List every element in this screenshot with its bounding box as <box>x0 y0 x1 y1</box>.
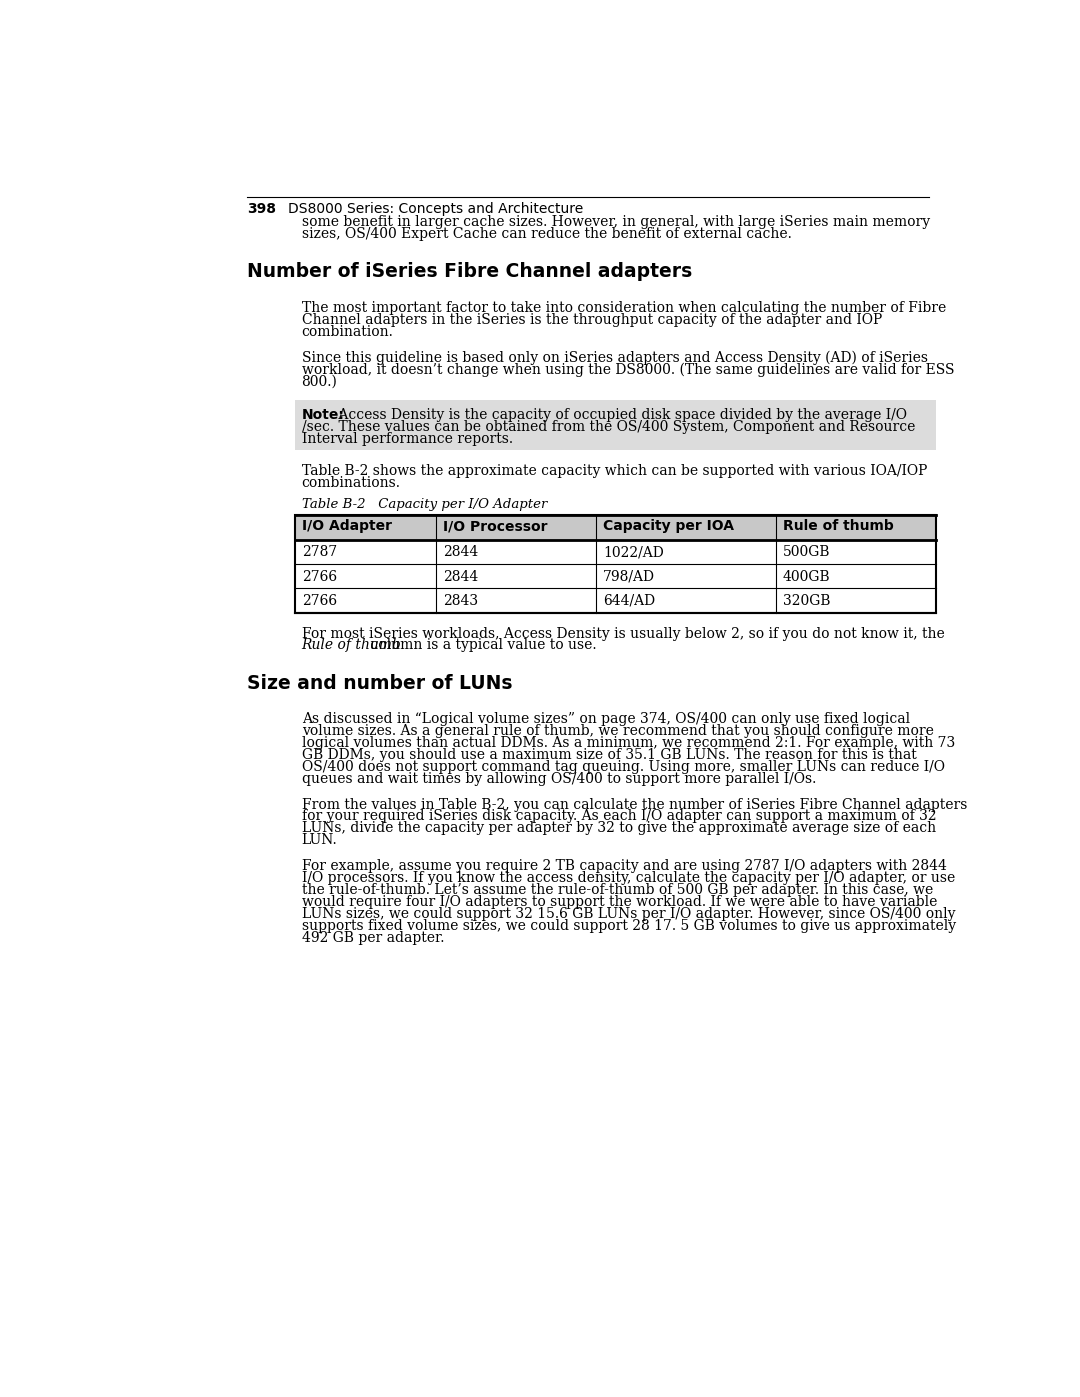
Text: From the values in Table B-2, you can calculate the number of iSeries Fibre Chan: From the values in Table B-2, you can ca… <box>301 798 967 812</box>
Text: Interval performance reports.: Interval performance reports. <box>301 432 513 446</box>
Text: Rule of thumb: Rule of thumb <box>301 638 402 652</box>
Text: 800.): 800.) <box>301 374 337 388</box>
Text: I/O Adapter: I/O Adapter <box>302 520 392 534</box>
Text: 1022/AD: 1022/AD <box>604 545 664 559</box>
Text: As discussed in “Logical volume sizes” on page 374, OS/400 can only use fixed lo: As discussed in “Logical volume sizes” o… <box>301 712 909 726</box>
Text: For example, assume you require 2 TB capacity and are using 2787 I/O adapters wi: For example, assume you require 2 TB cap… <box>301 859 946 873</box>
Text: 492 GB per adapter.: 492 GB per adapter. <box>301 930 444 944</box>
Text: 500GB: 500GB <box>783 545 831 559</box>
Text: LUNs sizes, we could support 32 15.6 GB LUNs per I/O adapter. However, since OS/: LUNs sizes, we could support 32 15.6 GB … <box>301 907 955 921</box>
Text: Rule of thumb: Rule of thumb <box>783 520 893 534</box>
Text: 2766: 2766 <box>302 594 338 608</box>
Bar <box>296 514 935 613</box>
Text: Since this guideline is based only on iSeries adapters and Access Density (AD) o: Since this guideline is based only on iS… <box>301 351 928 365</box>
Text: Channel adapters in the iSeries is the throughput capacity of the adapter and IO: Channel adapters in the iSeries is the t… <box>301 313 882 327</box>
Text: the rule-of-thumb. Let’s assume the rule-of-thumb of 500 GB per adapter. In this: the rule-of-thumb. Let’s assume the rule… <box>301 883 933 897</box>
Text: I/O Processor: I/O Processor <box>443 520 548 534</box>
Text: /sec. These values can be obtained from the OS/400 System, Component and Resourc: /sec. These values can be obtained from … <box>301 420 915 434</box>
Text: Access Density is the capacity of occupied disk space divided by the average I/O: Access Density is the capacity of occupi… <box>334 408 907 422</box>
Text: column is a typical value to use.: column is a typical value to use. <box>366 638 596 652</box>
Text: Number of iSeries Fibre Channel adapters: Number of iSeries Fibre Channel adapters <box>247 263 692 281</box>
Text: 320GB: 320GB <box>783 594 831 608</box>
Bar <box>296 514 935 539</box>
Text: volume sizes. As a general rule of thumb, we recommend that you should configure: volume sizes. As a general rule of thumb… <box>301 724 933 738</box>
Text: sizes, OS/400 Expert Cache can reduce the benefit of external cache.: sizes, OS/400 Expert Cache can reduce th… <box>301 228 792 242</box>
Text: combination.: combination. <box>301 324 393 338</box>
Text: 2766: 2766 <box>302 570 338 584</box>
Text: Table B-2 shows the approximate capacity which can be supported with various IOA: Table B-2 shows the approximate capacity… <box>301 464 927 478</box>
Text: logical volumes than actual DDMs. As a minimum, we recommend 2:1. For example, w: logical volumes than actual DDMs. As a m… <box>301 736 955 750</box>
Text: LUNs, divide the capacity per adapter by 32 to give the approximate average size: LUNs, divide the capacity per adapter by… <box>301 821 935 835</box>
Text: combinations.: combinations. <box>301 475 401 489</box>
Text: 798/AD: 798/AD <box>604 570 656 584</box>
Text: queues and wait times by allowing OS/400 to support more parallel I/Os.: queues and wait times by allowing OS/400… <box>301 771 816 785</box>
Text: For most iSeries workloads, Access Density is usually below 2, so if you do not : For most iSeries workloads, Access Densi… <box>301 627 944 641</box>
Text: 2844: 2844 <box>443 570 478 584</box>
Text: for your required iSeries disk capacity. As each I/O adapter can support a maxim: for your required iSeries disk capacity.… <box>301 809 936 823</box>
Text: Capacity per IOA: Capacity per IOA <box>604 520 734 534</box>
Bar <box>296 400 935 450</box>
Text: would require four I/O adapters to support the workload. If we were able to have: would require four I/O adapters to suppo… <box>301 895 937 909</box>
Text: 398: 398 <box>247 201 276 215</box>
Text: workload, it doesn’t change when using the DS8000. (The same guidelines are vali: workload, it doesn’t change when using t… <box>301 362 954 377</box>
Text: Note:: Note: <box>301 408 345 422</box>
Text: 2843: 2843 <box>443 594 478 608</box>
Text: supports fixed volume sizes, we could support 28 17. 5 GB volumes to give us app: supports fixed volume sizes, we could su… <box>301 919 956 933</box>
Text: some benefit in larger cache sizes. However, in general, with large iSeries main: some benefit in larger cache sizes. Howe… <box>301 215 930 229</box>
Text: DS8000 Series: Concepts and Architecture: DS8000 Series: Concepts and Architecture <box>287 201 583 215</box>
Text: 400GB: 400GB <box>783 570 831 584</box>
Text: 2844: 2844 <box>443 545 478 559</box>
Text: The most important factor to take into consideration when calculating the number: The most important factor to take into c… <box>301 300 946 314</box>
Text: OS/400 does not support command tag queuing. Using more, smaller LUNs can reduce: OS/400 does not support command tag queu… <box>301 760 945 774</box>
Text: 2787: 2787 <box>302 545 338 559</box>
Text: Table B-2   Capacity per I/O Adapter: Table B-2 Capacity per I/O Adapter <box>301 497 546 510</box>
Text: I/O processors. If you know the access density, calculate the capacity per I/O a: I/O processors. If you know the access d… <box>301 872 955 886</box>
Text: GB DDMs, you should use a maximum size of 35.1 GB LUNs. The reason for this is t: GB DDMs, you should use a maximum size o… <box>301 747 916 761</box>
Text: Size and number of LUNs: Size and number of LUNs <box>247 673 513 693</box>
Text: LUN.: LUN. <box>301 833 337 848</box>
Text: 644/AD: 644/AD <box>604 594 656 608</box>
